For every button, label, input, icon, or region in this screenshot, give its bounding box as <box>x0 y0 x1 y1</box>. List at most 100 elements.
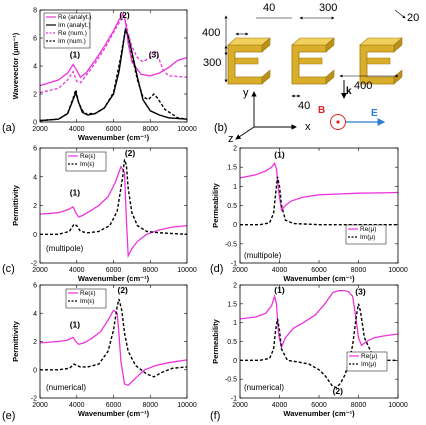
x-tick-label-e-2: 6000 <box>106 402 122 409</box>
peak-annotation-e-0: (1) <box>70 319 81 329</box>
panel-b-schematic: 400 300 40 300 20 40 400 y x z k B E (b) <box>202 2 419 145</box>
y-tick-label-c-3: 4 <box>33 174 37 181</box>
series-line-d-0 <box>240 161 398 212</box>
method-note-e: (numerical) <box>46 383 86 392</box>
y-tick-label-e-0: -2 <box>31 396 37 403</box>
y-tick-label-f-1: -0.5 <box>225 377 237 384</box>
x-tick-label-a-0: 2000 <box>32 126 48 133</box>
dim-20: 20 <box>407 12 419 24</box>
y-tick-label-d-6: 2 <box>233 146 237 153</box>
y-tick-label-f-0: -1 <box>231 396 237 403</box>
x-tick-label-a-2: 6000 <box>106 126 122 133</box>
k-label: k <box>346 86 352 97</box>
legend-label-a-1: Im (analyt.) <box>58 22 91 29</box>
axis-label-x: x <box>305 121 311 133</box>
y-axis-label-c: Permittivity <box>11 184 20 226</box>
y-tick-label-c-1: 0 <box>33 232 37 239</box>
legend-label-c-1: Im(ε) <box>80 161 94 168</box>
dim-300-top: 300 <box>319 2 337 14</box>
axis-label-y: y <box>243 87 249 99</box>
peak-annotation-f-2: (3) <box>355 286 366 296</box>
peak-annotation-d-0: (1) <box>274 150 285 160</box>
legend-label-a-0: Re (analyt.) <box>58 14 92 21</box>
legend-label-d-1: Im(μ) <box>360 234 375 241</box>
srr-ring-1 <box>227 37 271 85</box>
series-line-e-1 <box>40 298 187 378</box>
legend-label-c-0: Re(ε) <box>80 153 96 160</box>
y-tick-label-a-0: 0 <box>33 120 37 127</box>
chart-panel-d: 2000 4000 6000 8000 10000 -1 -0.5 0 0.5 1 1.5 2 Wave… <box>210 146 408 284</box>
legend-label-e-1: Im(ε) <box>80 298 94 305</box>
peak-annotation-a-1: (2) <box>119 10 130 20</box>
peak-annotation-f-1: (2) <box>333 386 344 396</box>
y-tick-label-c-0: -2 <box>31 261 37 268</box>
plot-frame-f <box>239 284 399 399</box>
x-tick-label-d-3: 8000 <box>351 267 367 274</box>
y-tick-label-f-3: 0.5 <box>227 339 237 346</box>
srr-ring-2 <box>291 37 335 85</box>
method-note-f: (numerical) <box>244 383 284 392</box>
panel-label-e: (e) <box>2 410 15 422</box>
x-tick-label-a-3: 8000 <box>142 126 158 133</box>
y-tick-label-f-5: 1.5 <box>227 301 237 308</box>
x-tick-label-c-0: 2000 <box>32 267 48 274</box>
x-tick-label-d-4: 10000 <box>388 267 408 274</box>
x-axis-label-a: Wavenumber (cm⁻¹) <box>78 133 150 142</box>
x-tick-label-e-1: 4000 <box>69 402 85 409</box>
y-tick-label-c-4: 6 <box>33 146 37 153</box>
plot-frame-d <box>239 147 399 264</box>
b-label: B <box>318 105 325 116</box>
chart-panel-f: 2000 4000 6000 8000 10000 -1 -0.5 0 0.5 1 1.5 2 Wave… <box>210 283 408 423</box>
x-tick-label-f-1: 4000 <box>272 402 288 409</box>
y-tick-label-e-1: 0 <box>33 367 37 374</box>
y-tick-label-f-6: 2 <box>233 283 237 290</box>
dim-300-left: 300 <box>203 57 221 69</box>
series-line-e-0 <box>40 309 187 387</box>
x-tick-label-c-4: 10000 <box>177 267 197 274</box>
x-tick-label-d-2: 6000 <box>311 267 327 274</box>
e-label: E <box>371 108 378 119</box>
x-tick-label-f-2: 6000 <box>311 402 327 409</box>
y-tick-label-a-2: 4 <box>33 64 37 71</box>
peak-annotation-a-2: (3) <box>149 50 160 60</box>
series-line-f-0 <box>240 289 398 350</box>
x-axis-label-c: Wavenumber (cm⁻¹) <box>78 274 150 283</box>
dim-400-left: 400 <box>202 27 220 39</box>
y-tick-label-f-2: 0 <box>233 358 237 365</box>
x-tick-label-e-4: 10000 <box>177 402 197 409</box>
chart-panel-e: 2000 4000 6000 8000 10000 -2 0 2 4 6 Wavenumber (c… <box>2 283 197 423</box>
legend-box-e <box>65 288 107 309</box>
y-axis-label-e: Permittivity <box>11 320 20 362</box>
peak-annotation-c-0: (1) <box>70 187 81 197</box>
y-tick-label-d-2: 0 <box>233 222 237 229</box>
legend-box-c <box>65 151 107 172</box>
x-tick-label-c-1: 4000 <box>69 267 85 274</box>
series-line-a-2 <box>40 17 187 94</box>
y-tick-label-e-4: 6 <box>33 283 37 290</box>
legend-label-f-1: Im(μ) <box>361 361 376 368</box>
coordinate-axes <box>235 91 297 140</box>
x-tick-label-c-2: 6000 <box>106 267 122 274</box>
panel-label-c: (c) <box>2 263 15 275</box>
x-tick-label-f-4: 10000 <box>388 402 408 409</box>
y-tick-label-a-1: 2 <box>33 92 37 99</box>
srr-ring-3 <box>359 37 403 85</box>
series-line-a-0 <box>40 13 187 87</box>
chart-panel-c: 2000 4000 6000 8000 10000 -2 0 2 4 6 Wavenumber (c… <box>2 146 197 284</box>
peak-annotation-a-0: (1) <box>70 50 81 60</box>
series-line-d-1 <box>240 176 398 226</box>
axis-label-z: z <box>228 133 234 145</box>
x-tick-label-e-0: 2000 <box>32 402 48 409</box>
x-axis-label-f: Wavenumber (cm⁻¹) <box>283 409 355 418</box>
method-note-d: (multipole) <box>244 251 282 260</box>
series-line-c-1 <box>40 159 187 235</box>
y-tick-label-f-4: 1 <box>233 320 237 327</box>
legend-label-f-0: Re(μ) <box>361 353 377 360</box>
y-tick-label-a-4: 8 <box>33 8 37 15</box>
y-tick-label-c-2: 2 <box>33 203 37 210</box>
x-tick-label-d-0: 2000 <box>232 267 248 274</box>
dimension-lines <box>224 9 406 98</box>
peak-annotation-f-0: (1) <box>274 285 285 295</box>
peak-annotation-c-1: (2) <box>125 148 136 158</box>
